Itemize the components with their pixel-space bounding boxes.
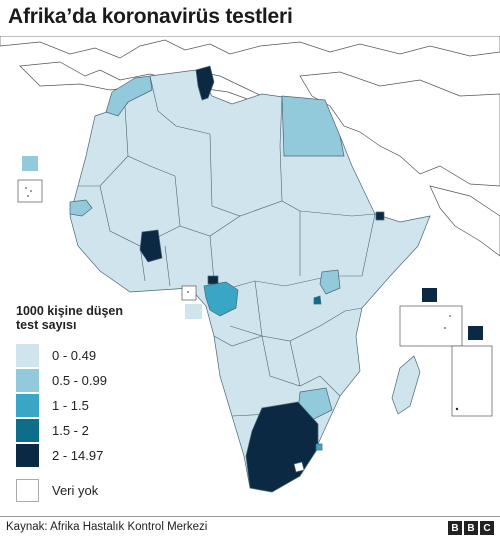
legend-label-no-data: Veri yok: [52, 483, 99, 498]
legend-title: 1000 kişine düşen test sayısı: [16, 304, 186, 332]
legend-label: 0.5 - 0.99: [52, 373, 107, 388]
legend-label: 0 - 0.49: [52, 348, 97, 363]
legend-label: 2 - 14.97: [52, 448, 104, 463]
map-title: Afrika’da koronavirüs testleri: [8, 5, 293, 28]
legend-swatch-no-data: [16, 479, 39, 502]
legend-title-line1: 1000 kişine düşen: [16, 304, 124, 318]
source-text: Kaynak: Afrika Hastalık Kontrol Merkezi: [6, 521, 208, 533]
legend-title-line2: test sayısı: [16, 318, 77, 332]
legend-swatch: [16, 394, 39, 417]
legend-item: 0.5 - 0.99: [16, 369, 186, 392]
bbc-logo-letter: C: [480, 521, 494, 535]
legend-item: 1.5 - 2: [16, 419, 186, 442]
inset-sao-tome: [181, 285, 202, 319]
legend-item: 2 - 14.97: [16, 444, 186, 467]
map-legend: 1000 kişine düşen test sayısı 0 - 0.49 0…: [16, 304, 186, 504]
legend-label: 1.5 - 2: [52, 423, 89, 438]
legend-item-no-data: Veri yok: [16, 479, 186, 502]
inset-cape-verde: [17, 156, 43, 203]
legend-swatch: [16, 369, 39, 392]
legend-item: 1 - 1.5: [16, 394, 186, 417]
legend-label: 1 - 1.5: [52, 398, 89, 413]
inset-seychelles: [399, 288, 463, 347]
inset-mauritius: [451, 326, 493, 417]
footer-divider: [0, 516, 500, 517]
legend-swatch: [16, 344, 39, 367]
legend-item: 0 - 0.49: [16, 344, 186, 367]
legend-swatch: [16, 444, 39, 467]
bbc-logo-letter: B: [448, 521, 462, 535]
africa-countries: [69, 65, 431, 493]
bbc-logo: B B C: [448, 521, 494, 535]
africa-map: [0, 36, 500, 493]
bbc-logo-letter: B: [464, 521, 478, 535]
legend-swatch: [16, 419, 39, 442]
